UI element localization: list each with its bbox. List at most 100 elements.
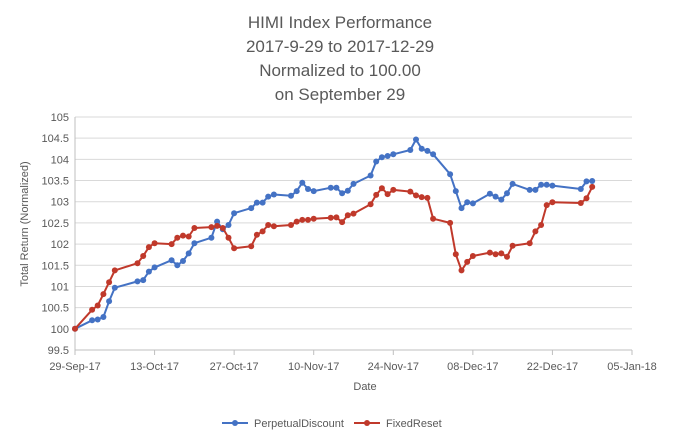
legend-swatch-marker xyxy=(364,420,370,426)
data-point-perpetualdiscount xyxy=(310,188,317,195)
data-point-fixedreset xyxy=(418,194,425,201)
data-point-perpetualdiscount xyxy=(458,205,465,212)
data-point-fixedreset xyxy=(333,214,340,221)
data-point-fixedreset xyxy=(293,218,300,225)
data-point-perpetualdiscount xyxy=(225,222,232,228)
gridlines xyxy=(75,116,632,351)
data-point-perpetualdiscount xyxy=(180,258,186,264)
data-point-fixedreset xyxy=(180,232,186,239)
data-point-perpetualdiscount xyxy=(543,181,550,188)
data-point-perpetualdiscount xyxy=(327,184,334,191)
data-point-fixedreset xyxy=(89,306,96,313)
data-point-fixedreset xyxy=(214,222,221,229)
x-tick-label: 05-Jan-18 xyxy=(607,361,657,373)
y-tick-label: 103.5 xyxy=(41,176,69,188)
x-tick-label: 08-Dec-17 xyxy=(447,361,498,373)
data-point-fixedreset xyxy=(248,243,255,250)
data-point-fixedreset xyxy=(310,215,317,222)
data-point-fixedreset xyxy=(145,244,152,251)
data-point-fixedreset xyxy=(100,291,107,298)
data-point-fixedreset xyxy=(111,267,118,274)
data-point-fixedreset xyxy=(532,228,539,235)
y-tick-label: 104.5 xyxy=(41,133,69,145)
data-point-perpetualdiscount xyxy=(532,186,539,193)
data-point-fixedreset xyxy=(509,242,516,249)
legend-label: PerpetualDiscount xyxy=(254,418,344,430)
data-point-perpetualdiscount xyxy=(231,210,238,217)
data-point-perpetualdiscount xyxy=(413,136,419,143)
data-point-fixedreset xyxy=(526,240,533,247)
data-point-fixedreset xyxy=(265,222,272,228)
data-point-perpetualdiscount xyxy=(259,199,266,206)
data-point-perpetualdiscount xyxy=(504,190,510,197)
data-point-perpetualdiscount xyxy=(214,218,221,225)
data-point-fixedreset xyxy=(458,267,465,274)
data-point-perpetualdiscount xyxy=(373,158,380,165)
data-point-fixedreset xyxy=(72,325,78,332)
y-tick-label: 101.5 xyxy=(41,260,69,272)
data-point-fixedreset xyxy=(464,258,471,265)
data-point-fixedreset xyxy=(299,216,306,223)
data-point-perpetualdiscount xyxy=(390,151,397,158)
data-point-fixedreset xyxy=(259,228,266,235)
legend-swatch-marker xyxy=(232,420,238,426)
legend: PerpetualDiscount FixedReset xyxy=(222,418,442,430)
data-point-perpetualdiscount xyxy=(168,257,175,264)
data-point-perpetualdiscount xyxy=(151,264,158,271)
data-point-perpetualdiscount xyxy=(509,180,516,187)
data-point-perpetualdiscount xyxy=(140,277,147,284)
chart-title-line-4: on September 29 xyxy=(275,85,405,104)
data-point-perpetualdiscount xyxy=(299,179,306,186)
axes xyxy=(74,117,633,355)
data-point-fixedreset xyxy=(469,253,476,259)
y-tick-label: 100 xyxy=(51,324,69,336)
data-point-perpetualdiscount xyxy=(100,314,107,320)
x-tick-label: 22-Dec-17 xyxy=(527,361,578,373)
x-tick-labels: 29-Sep-17 13-Oct-17 27-Oct-17 10-Nov-17 24-N… xyxy=(49,361,656,373)
data-point-perpetualdiscount xyxy=(270,191,277,198)
data-point-perpetualdiscount xyxy=(106,298,113,305)
data-point-fixedreset xyxy=(106,279,113,286)
chart-title-line-3: Normalized to 100.00 xyxy=(259,61,421,80)
legend-label: FixedReset xyxy=(386,418,442,430)
data-point-perpetualdiscount xyxy=(305,186,311,192)
data-point-fixedreset xyxy=(498,250,505,257)
data-point-fixedreset xyxy=(452,251,459,258)
data-point-fixedreset xyxy=(583,195,590,202)
data-point-fixedreset xyxy=(407,188,414,195)
data-point-fixedreset xyxy=(151,240,158,247)
data-point-perpetualdiscount xyxy=(134,278,141,285)
data-point-perpetualdiscount xyxy=(452,188,459,195)
data-point-perpetualdiscount xyxy=(185,250,192,257)
data-point-fixedreset xyxy=(231,245,238,252)
data-point-perpetualdiscount xyxy=(526,186,533,193)
data-point-perpetualdiscount xyxy=(265,193,272,200)
data-point-perpetualdiscount xyxy=(293,188,300,195)
data-point-perpetualdiscount xyxy=(208,234,215,241)
data-point-perpetualdiscount xyxy=(89,317,96,324)
data-point-perpetualdiscount xyxy=(492,193,499,200)
data-point-perpetualdiscount xyxy=(464,199,471,206)
data-point-perpetualdiscount xyxy=(174,262,181,269)
data-point-fixedreset xyxy=(384,191,391,198)
data-point-fixedreset xyxy=(367,201,374,208)
data-point-fixedreset xyxy=(378,185,385,192)
data-point-perpetualdiscount xyxy=(344,187,351,194)
data-point-fixedreset xyxy=(390,186,397,193)
y-tick-label: 99.5 xyxy=(48,345,69,357)
legend-item-perpetualdiscount: PerpetualDiscount xyxy=(222,418,344,430)
chart-title: HIMI Index Performance 2017-9-29 to 2017… xyxy=(246,13,434,104)
x-tick-label: 27-Oct-17 xyxy=(210,361,259,373)
data-point-fixedreset xyxy=(339,219,346,226)
data-point-fixedreset xyxy=(344,212,351,219)
data-point-perpetualdiscount xyxy=(486,190,493,197)
data-point-fixedreset xyxy=(589,183,596,190)
y-tick-label: 102 xyxy=(51,239,69,251)
series-line-perpetualdiscount xyxy=(74,138,593,330)
y-tick-label: 100.5 xyxy=(41,303,69,315)
data-point-fixedreset xyxy=(373,191,380,198)
data-point-fixedreset xyxy=(134,260,141,267)
data-point-perpetualdiscount xyxy=(94,316,101,323)
y-tick-labels: 99.5 100 100.5 101 101.5 102 102.5 103 103.5 104 1… xyxy=(41,112,69,357)
data-point-fixedreset xyxy=(424,194,431,201)
